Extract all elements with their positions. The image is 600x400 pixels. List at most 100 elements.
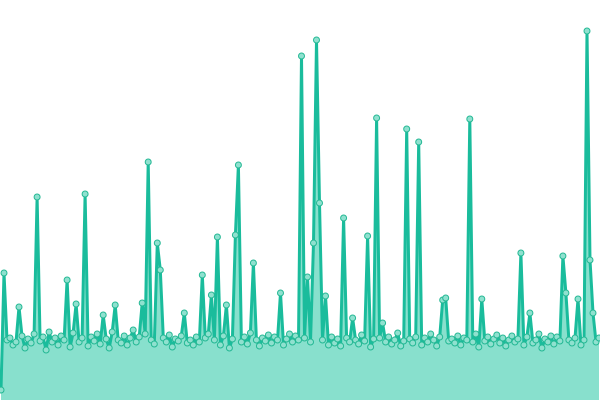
data-point (316, 199, 323, 207)
data-point (358, 331, 366, 339)
data-point (355, 340, 363, 348)
data-point (577, 341, 585, 349)
data-point (493, 331, 501, 339)
data-point (255, 342, 263, 350)
data-point (102, 335, 110, 343)
data-point (532, 336, 540, 344)
data-point (283, 335, 290, 343)
data-point (66, 343, 74, 351)
data-point (117, 339, 125, 347)
data-point (132, 338, 140, 346)
data-point (225, 344, 233, 352)
data-point (141, 330, 149, 338)
data-point (322, 292, 329, 300)
data-point (264, 331, 272, 339)
data-point (370, 335, 378, 343)
data-point (367, 343, 375, 351)
data-point (252, 336, 260, 344)
data-point (430, 336, 438, 344)
data-point (249, 259, 257, 267)
data-point (334, 335, 342, 343)
data-point (427, 330, 435, 338)
data-point (586, 256, 594, 264)
data-point (349, 314, 357, 322)
data-point (0, 269, 8, 277)
data-point (222, 301, 230, 309)
data-point (186, 336, 194, 344)
data-point (382, 338, 390, 346)
data-point (210, 336, 218, 344)
data-point (454, 332, 462, 340)
data-point (216, 341, 224, 349)
data-point (39, 333, 47, 341)
data-point (328, 333, 336, 341)
data-point (90, 337, 98, 345)
data-point (12, 338, 20, 346)
data-point (165, 331, 173, 339)
data-point (466, 115, 474, 123)
data-point (400, 337, 408, 345)
data-point (27, 339, 35, 347)
data-point (243, 340, 251, 348)
data-point (108, 328, 116, 336)
data-point (168, 343, 176, 351)
data-point (517, 249, 525, 257)
data-point (544, 338, 552, 346)
data-point (391, 336, 399, 344)
data-point (412, 333, 420, 341)
data-point (484, 333, 492, 341)
data-point (325, 341, 332, 349)
data-point (15, 303, 23, 311)
data-point (21, 344, 29, 352)
data-point (84, 342, 92, 350)
data-point (595, 334, 600, 342)
data-point (237, 338, 245, 346)
data-point (33, 193, 41, 201)
data-point (213, 233, 221, 241)
data-point (231, 231, 239, 239)
data-point (277, 289, 284, 297)
data-point (451, 339, 459, 347)
data-point (514, 335, 522, 343)
data-point (289, 338, 296, 346)
data-point (337, 342, 345, 350)
data-point (138, 299, 146, 307)
data-point (129, 326, 137, 334)
data-point (478, 295, 486, 303)
data-point (298, 52, 305, 60)
data-point (307, 338, 314, 346)
data-point (526, 309, 534, 317)
data-point (583, 27, 591, 35)
data-point (78, 334, 86, 342)
data-point (198, 271, 206, 279)
data-point (589, 309, 597, 317)
data-point (123, 341, 131, 349)
data-point (418, 341, 426, 349)
data-point (580, 336, 588, 344)
data-point (535, 330, 543, 338)
data-point (346, 338, 354, 346)
data-point (0, 386, 5, 394)
data-point (469, 338, 477, 346)
data-point (520, 341, 528, 349)
data-point (394, 329, 402, 337)
data-point (310, 239, 317, 247)
data-point (313, 36, 320, 44)
data-point (301, 334, 308, 342)
data-point (51, 334, 59, 342)
data-point (189, 341, 197, 349)
data-point (415, 138, 423, 146)
data-point (99, 311, 107, 319)
data-point (436, 333, 444, 341)
data-point (195, 338, 203, 346)
data-point (496, 339, 504, 347)
data-point (72, 300, 80, 308)
data-point (174, 337, 182, 345)
data-point (568, 339, 576, 347)
data-point (424, 338, 432, 346)
data-point (234, 161, 242, 169)
data-point (180, 309, 188, 317)
data-point (246, 329, 254, 337)
data-point (475, 343, 483, 351)
